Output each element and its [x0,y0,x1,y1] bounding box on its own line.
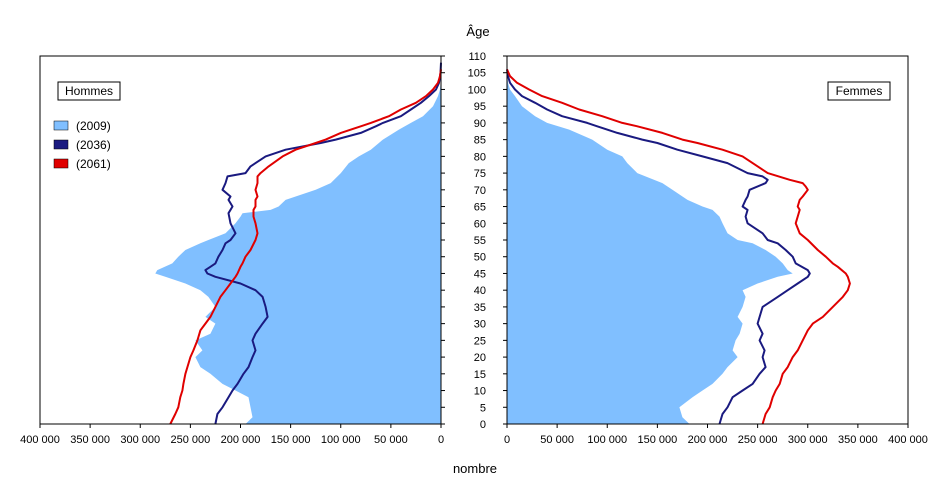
y-tick-label: 5 [480,402,486,414]
y-tick-label: 110 [468,51,486,63]
x-tick-label-left: 400 000 [20,434,60,446]
y-tick-label: 80 [474,151,486,163]
y-tick-label: 40 [474,285,486,297]
y-tick-label: 85 [474,135,486,147]
y-tick-label: 105 [468,68,486,80]
legend-item-2009: (2009) [53,119,111,133]
legend-label-2061: (2061) [76,157,111,171]
y-tick-label: 25 [474,335,486,347]
legend-item-2036: (2036) [53,138,111,152]
series-femmes-2061-line [506,68,851,425]
x-tick-label-left: 250 000 [170,434,210,446]
y-tick-label: 90 [474,118,486,130]
panel-label-femmes-text: Femmes [836,84,883,98]
x-tick-label-left: 350 000 [70,434,110,446]
y-tick-label: 60 [474,218,486,230]
series-femmes-2036-line [506,69,811,425]
panel-label-hommes-text: Hommes [65,84,113,98]
legend-label-2009: (2009) [76,119,111,133]
y-tick-label: 20 [474,352,486,364]
x-tick-label-left: 50 000 [374,434,408,446]
x-tick-label-right: 0 [504,434,510,446]
y-tick-label: 75 [474,168,486,180]
legend-item-2061: (2061) [53,157,111,171]
legend-swatch-2036 [53,139,69,150]
x-tick-label-right: 300 000 [788,434,828,446]
series-hommes-2009-area [155,72,442,424]
legend-label-2036: (2036) [76,138,111,152]
x-tick-label-right: 100 000 [587,434,627,446]
legend-swatch-2009 [53,120,69,131]
y-axis-title: Âge [466,24,489,39]
y-tick-label: 15 [474,369,486,381]
x-tick-label-right: 400 000 [888,434,928,446]
plot-layer [155,62,851,425]
series-femmes-2009-area [507,72,793,424]
x-tick-label-left: 0 [438,434,444,446]
y-tick-label: 65 [474,202,486,214]
x-axis-title: nombre [453,461,497,476]
x-tick-label-right: 50 000 [540,434,574,446]
panel-label-hommes: Hommes [57,81,121,101]
x-tick-label-left: 150 000 [271,434,311,446]
y-tick-label: 45 [474,268,486,280]
y-tick-label: 55 [474,235,486,247]
panel-label-femmes: Femmes [827,81,891,101]
x-tick-label-right: 150 000 [637,434,677,446]
y-tick-label: 30 [474,319,486,331]
y-tick-label: 0 [480,419,486,431]
y-tick-label: 70 [474,185,486,197]
legend-swatch-2061 [53,158,69,169]
y-tick-label: 95 [474,101,486,113]
x-tick-label-left: 100 000 [321,434,361,446]
y-tick-label: 50 [474,252,486,264]
axis-layer: 400 000 350 000 300 000 250 000 200 000 150 0… [20,51,928,446]
x-tick-label-right: 350 000 [838,434,878,446]
x-tick-label-left: 300 000 [120,434,160,446]
y-tick-label: 35 [474,302,486,314]
series-hommes-2061-line [169,69,442,425]
x-tick-label-left: 200 000 [221,434,261,446]
y-tick-label: 100 [468,84,486,96]
series-hommes-2036-line [204,62,442,425]
x-tick-label-right: 250 000 [738,434,778,446]
x-tick-label-right: 200 000 [688,434,728,446]
y-tick-label: 10 [474,386,486,398]
legend: (2009) (2036) (2061) [53,119,111,171]
